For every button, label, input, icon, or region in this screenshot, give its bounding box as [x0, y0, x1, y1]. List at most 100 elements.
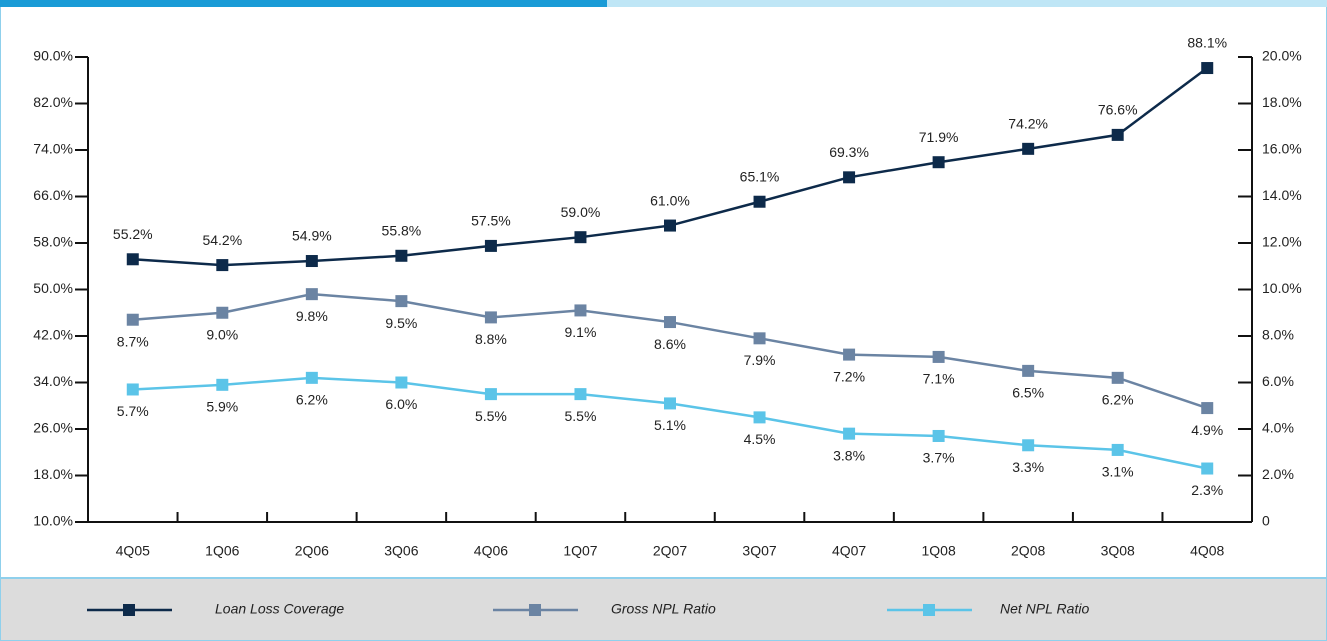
point: [574, 231, 587, 244]
x-tick-label: 3Q08: [1101, 543, 1135, 559]
y-tick-label: 90.0%: [33, 48, 73, 64]
point: [305, 288, 318, 301]
data-label: 88.1%: [1187, 35, 1227, 51]
y2-tick-label: 12.0%: [1262, 234, 1302, 250]
point: [216, 259, 229, 272]
point: [126, 253, 139, 266]
top-bar-dark: [0, 0, 607, 7]
x-tick-label: 4Q06: [474, 543, 508, 559]
data-label: 57.5%: [471, 213, 511, 229]
y-tick-label: 58.0%: [33, 234, 73, 250]
legend-label: Net NPL Ratio: [1000, 601, 1089, 617]
point: [574, 388, 587, 401]
point: [1111, 371, 1124, 384]
data-label: 6.2%: [1102, 392, 1134, 408]
data-label: 7.2%: [833, 368, 865, 384]
y2-tick-label: 14.0%: [1262, 187, 1302, 203]
y2-tick-label: 8.0%: [1262, 327, 1294, 343]
legend-label: Loan Loss Coverage: [215, 601, 344, 617]
data-label: 5.9%: [206, 399, 238, 415]
point: [664, 316, 676, 329]
data-label: 54.9%: [292, 228, 332, 244]
data-label: 8.7%: [117, 333, 149, 349]
x-tick-label: 1Q07: [563, 543, 597, 559]
legend-label: Gross NPL Ratio: [611, 601, 716, 617]
data-label: 54.2%: [202, 232, 242, 248]
x-tick-label: 1Q08: [921, 543, 955, 559]
data-label: 55.8%: [382, 222, 422, 238]
legend-band: [1, 578, 1326, 640]
data-label: 8.8%: [475, 331, 507, 347]
data-label: 74.2%: [1008, 116, 1048, 132]
point: [1111, 443, 1124, 456]
data-label: 9.8%: [296, 308, 328, 324]
data-label: 65.1%: [740, 168, 780, 184]
x-tick-label: 2Q08: [1011, 543, 1045, 559]
data-label: 7.9%: [744, 352, 776, 368]
data-label: 6.5%: [1012, 385, 1044, 401]
point: [753, 411, 766, 424]
legend-marker: [529, 604, 541, 616]
y2-tick-label: 4.0%: [1262, 420, 1294, 436]
data-label: 3.7%: [923, 450, 955, 466]
point: [1111, 128, 1124, 141]
point: [395, 376, 408, 389]
point: [305, 255, 318, 268]
data-label: 55.2%: [113, 226, 153, 242]
point: [753, 195, 766, 208]
data-label: 7.1%: [923, 371, 955, 387]
data-label: 59.0%: [561, 204, 601, 220]
point: [126, 383, 139, 396]
data-label: 9.1%: [565, 324, 597, 340]
y-tick-label: 10.0%: [33, 513, 73, 529]
x-tick-label: 2Q06: [295, 543, 329, 559]
x-tick-label: 1Q06: [205, 543, 239, 559]
x-tick-label: 4Q08: [1190, 543, 1224, 559]
y2-tick-label: 18.0%: [1262, 94, 1302, 110]
y-tick-label: 42.0%: [33, 327, 73, 343]
point: [932, 156, 945, 169]
point: [484, 388, 497, 401]
legend-marker: [923, 604, 935, 616]
y2-tick-label: 2.0%: [1262, 466, 1294, 482]
data-label: 4.9%: [1191, 422, 1223, 438]
x-tick-label: 4Q05: [116, 543, 150, 559]
data-label: 61.0%: [650, 192, 690, 208]
point: [843, 171, 856, 184]
y-tick-label: 82.0%: [33, 94, 73, 110]
data-label: 5.7%: [117, 403, 149, 419]
point: [1022, 364, 1035, 377]
data-label: 3.3%: [1012, 459, 1044, 475]
y2-tick-label: 20.0%: [1262, 48, 1302, 64]
y2-tick-label: 10.0%: [1262, 280, 1302, 296]
data-label: 2.3%: [1191, 482, 1223, 498]
x-tick-label: 3Q06: [384, 543, 418, 559]
point: [305, 371, 318, 384]
data-label: 3.8%: [833, 447, 865, 463]
point: [484, 239, 497, 252]
data-label: 3.1%: [1102, 464, 1134, 480]
y-tick-label: 66.0%: [33, 187, 73, 203]
point: [216, 306, 229, 319]
data-label: 69.3%: [829, 144, 869, 160]
point: [843, 348, 856, 361]
data-label: 6.0%: [385, 396, 417, 412]
data-label: 71.9%: [919, 129, 959, 145]
x-tick-label: 2Q07: [653, 543, 687, 559]
point: [664, 219, 676, 232]
data-label: 8.6%: [654, 336, 686, 352]
data-label: 9.0%: [206, 326, 238, 342]
data-label: 5.5%: [475, 408, 507, 424]
y2-tick-label: 16.0%: [1262, 141, 1302, 157]
point: [484, 311, 497, 324]
point: [1201, 462, 1214, 475]
x-tick-label: 3Q07: [742, 543, 776, 559]
point: [216, 378, 229, 391]
data-label: 76.6%: [1098, 102, 1138, 118]
y2-tick-label: 0: [1262, 513, 1270, 529]
y-tick-label: 18.0%: [33, 466, 73, 482]
data-label: 4.5%: [744, 431, 776, 447]
point: [843, 427, 856, 440]
point: [395, 295, 408, 308]
